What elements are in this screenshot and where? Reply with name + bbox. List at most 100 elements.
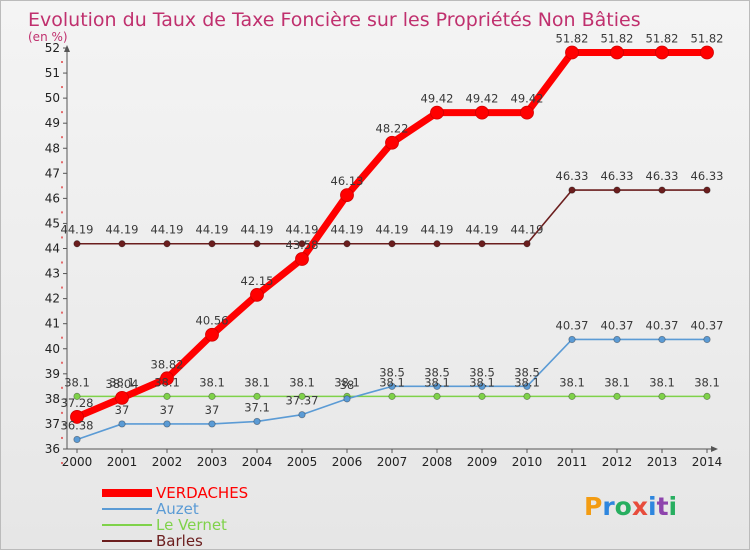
data-point-le-vernet <box>388 392 396 400</box>
data-label-verdaches: 42.15 <box>241 274 274 288</box>
data-label-auzet: 40.37 <box>646 318 679 332</box>
y-axis-label: (en %) <box>28 30 68 44</box>
data-point-barles <box>658 186 666 194</box>
data-label-barles: 44.19 <box>196 223 229 237</box>
data-point-barles <box>568 186 576 194</box>
logo-text: Proxiti <box>584 492 677 521</box>
data-point-verdaches <box>295 252 309 266</box>
data-label-auzet: 38.5 <box>379 365 405 379</box>
data-label-barles: 44.19 <box>331 223 364 237</box>
legend-entry-verdaches: VERDACHES <box>156 484 248 502</box>
data-point-le-vernet <box>163 392 171 400</box>
data-label-le-vernet: 38.1 <box>559 375 585 389</box>
data-label-le-vernet: 38.1 <box>154 375 180 389</box>
y-tick-label: 42 <box>45 292 60 306</box>
data-label-barles: 44.19 <box>151 223 184 237</box>
data-label-verdaches: 38.04 <box>106 377 139 391</box>
data-point-le-vernet <box>433 392 441 400</box>
data-label-le-vernet: 38.1 <box>694 375 720 389</box>
x-tick-label: 2013 <box>647 455 678 469</box>
data-point-auzet <box>568 335 576 344</box>
data-label-le-vernet: 38.1 <box>199 375 225 389</box>
y-tick-label: 38 <box>45 392 60 406</box>
x-tick-label: 2008 <box>422 455 453 469</box>
data-label-verdaches: 38.82 <box>151 357 184 371</box>
data-label-verdaches: 37.28 <box>61 396 94 410</box>
data-point-le-vernet <box>658 392 666 400</box>
data-label-verdaches: 40.56 <box>196 314 229 328</box>
data-label-le-vernet: 38.1 <box>604 375 630 389</box>
data-point-verdaches <box>385 135 399 150</box>
legend-entry-auzet: Auzet <box>156 500 199 518</box>
data-point-le-vernet <box>703 392 711 400</box>
x-tick-label: 2004 <box>242 455 273 469</box>
data-point-auzet <box>253 417 261 426</box>
x-tick-label: 2010 <box>512 455 543 469</box>
data-point-auzet <box>388 382 396 390</box>
data-point-verdaches <box>475 105 489 120</box>
data-point-verdaches <box>250 287 264 302</box>
data-label-auzet: 38 <box>340 378 355 392</box>
data-point-verdaches <box>115 390 129 405</box>
y-tick-label: 44 <box>45 242 60 256</box>
data-label-le-vernet: 38.1 <box>109 375 135 389</box>
data-label-barles: 46.33 <box>691 169 724 183</box>
data-point-barles <box>523 240 531 248</box>
data-point-auzet <box>208 420 216 428</box>
data-point-auzet <box>118 420 126 428</box>
data-point-le-vernet <box>253 392 261 400</box>
y-tick-label: 39 <box>45 367 60 381</box>
data-point-le-vernet <box>73 392 81 400</box>
x-tick-label: 2014 <box>692 455 723 469</box>
data-point-barles <box>73 240 81 248</box>
data-point-verdaches <box>565 45 579 60</box>
y-tick-label: 52 <box>45 41 60 55</box>
data-label-auzet: 38.5 <box>424 365 450 379</box>
y-tick-label: 43 <box>45 267 60 281</box>
data-point-verdaches <box>610 45 624 60</box>
data-label-le-vernet: 38.1 <box>334 375 360 389</box>
data-point-auzet <box>478 382 486 390</box>
data-label-barles: 46.33 <box>556 169 589 183</box>
data-label-barles: 44.19 <box>466 223 499 237</box>
data-label-auzet: 37.37 <box>286 394 319 408</box>
data-label-verdaches: 51.82 <box>691 32 724 46</box>
data-label-auzet: 37 <box>160 403 175 417</box>
y-tick-label: 48 <box>45 141 60 155</box>
y-tick-label: 49 <box>45 116 60 130</box>
data-point-verdaches <box>520 105 534 120</box>
data-label-le-vernet: 38.1 <box>289 375 315 389</box>
data-label-auzet: 38.5 <box>469 365 495 379</box>
data-label-auzet: 38.5 <box>514 365 540 379</box>
x-tick-label: 2007 <box>377 455 408 469</box>
chart-title: Evolution du Taux de Taxe Foncière sur l… <box>28 9 641 31</box>
data-point-auzet <box>163 420 171 428</box>
data-point-barles <box>253 240 261 248</box>
data-label-auzet: 37 <box>115 403 130 417</box>
data-label-verdaches: 49.42 <box>421 92 454 106</box>
data-label-verdaches: 51.82 <box>646 32 679 46</box>
data-label-barles: 44.19 <box>106 223 139 237</box>
x-tick-label: 2011 <box>557 455 588 469</box>
y-tick-label: 50 <box>45 91 60 105</box>
x-axis-arrow <box>711 446 718 452</box>
data-point-barles <box>343 240 351 248</box>
data-point-le-vernet <box>613 392 621 400</box>
data-point-verdaches <box>70 410 84 424</box>
data-point-barles <box>388 240 396 248</box>
data-label-le-vernet: 38.1 <box>379 375 405 389</box>
data-point-le-vernet <box>568 392 576 400</box>
data-point-auzet <box>703 335 711 344</box>
data-point-barles <box>478 240 486 248</box>
data-label-auzet: 40.37 <box>691 318 724 332</box>
data-point-auzet <box>433 382 441 390</box>
y-tick-label: 41 <box>45 317 60 331</box>
data-point-auzet <box>343 395 351 403</box>
data-point-auzet <box>658 335 666 344</box>
data-point-auzet <box>523 382 531 390</box>
data-point-auzet <box>298 411 306 419</box>
data-label-verdaches: 51.82 <box>556 32 589 46</box>
